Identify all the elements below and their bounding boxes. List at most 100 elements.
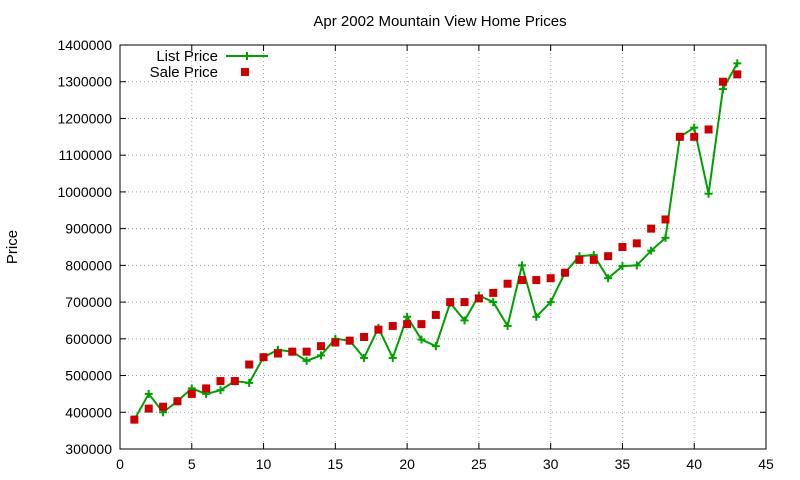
sale-price-point [589,255,598,264]
sale-price-point [474,294,483,303]
sale-price-point [460,298,469,307]
list-price-point [431,342,440,351]
y-tick-label: 1100000 [59,147,113,163]
sale-price-point [733,70,742,79]
series-list-price [130,59,742,424]
list-price-point [316,351,325,360]
legend-swatch-square [241,68,249,76]
sale-price-point [647,224,656,233]
list-price-point [517,261,526,270]
sale-price-point [159,402,168,411]
sale-price-point [245,360,254,369]
sale-price-point [360,332,369,341]
plot-frame [119,44,767,450]
y-tick-label: 1200000 [57,110,112,126]
x-tick-label: 10 [256,456,272,472]
sale-price-point [273,349,282,358]
list-price-point [417,335,426,344]
sale-price-point [718,77,727,86]
x-tick-label: 15 [328,456,344,472]
list-price-point [245,378,254,387]
y-tick-label: 300000 [65,441,112,457]
list-price-point [546,298,555,307]
list-price-point [604,274,613,283]
list-price-point [388,353,397,362]
y-tick-label: 500000 [65,368,112,384]
sale-price-point [517,276,526,285]
sale-price-point [331,338,340,347]
sale-price-point [661,215,670,224]
x-tick-label: 25 [471,456,487,472]
y-tick-label: 400000 [65,404,112,420]
legend-swatch-marker [243,52,251,60]
legend-label: Sale Price [150,64,218,81]
x-tick-label: 35 [615,456,631,472]
sale-price-point [704,125,713,134]
list-price-point [618,262,627,271]
y-tick-label: 600000 [65,331,112,347]
sale-price-point [561,268,570,277]
y-tick-label: 900000 [65,221,112,237]
x-tick-label: 20 [399,456,415,472]
list-price-point [690,123,699,132]
sale-price-point [575,255,584,264]
sale-price-point [288,347,297,356]
sale-price-point [374,325,383,334]
axis-ticks: 0 5 10 15 20 25 30 35 40 45 300000 400000 500000 6000… [57,37,774,472]
x-tick-label: 5 [188,456,196,472]
y-tick-label: 1300000 [57,74,112,90]
x-tick-label: 40 [686,456,702,472]
sale-price-point [618,243,627,251]
chart-title: Apr 2002 Mountain View Home Prices [313,13,566,30]
sale-price-point [632,239,641,248]
sale-price-point [503,279,512,288]
sale-price-point [388,321,397,330]
list-price-point [647,246,656,255]
sale-price-point [417,320,426,329]
list-price-point [718,85,727,94]
sale-price-point [675,132,684,141]
legend-label: List Price [156,48,218,65]
sale-price-point [690,132,699,141]
sale-price-point [431,310,440,319]
sale-price-point [316,342,325,351]
sale-price-point [446,298,455,307]
y-tick-label: 800000 [65,257,112,273]
sale-price-point [546,274,555,283]
y-axis-label: Price [4,230,21,264]
sale-price-point [230,377,239,386]
list-price-point [360,353,369,362]
list-price-point [302,356,311,365]
x-tick-label: 45 [758,456,774,472]
y-tick-label: 1400000 [57,37,112,53]
list-price-point [403,312,412,321]
sale-price-point [259,353,268,362]
sale-price-point [144,404,153,413]
series-sale-price [130,70,742,424]
sale-price-point [604,252,613,261]
sale-price-point [345,336,354,345]
list-price-point [704,189,713,198]
sale-price-point [403,320,412,329]
legend-item: Sale Price [150,64,249,81]
sale-price-point [489,288,498,297]
sale-price-point [302,347,311,356]
sale-price-point [216,377,225,386]
sale-price-point [202,384,211,393]
list-price-point [489,298,498,307]
list-price-point [532,312,541,321]
series-layer [130,59,742,424]
list-price-point [632,261,641,270]
x-tick-label: 0 [116,456,124,472]
sale-price-point [187,389,196,398]
list-price-point [733,59,742,68]
list-price-point [216,386,225,395]
y-tick-label: 1000000 [57,184,112,200]
list-price-line [133,62,739,421]
y-tick-label: 700000 [65,294,112,310]
x-tick-label: 30 [543,456,559,472]
list-price-point [144,389,153,398]
list-price-point [503,321,512,330]
